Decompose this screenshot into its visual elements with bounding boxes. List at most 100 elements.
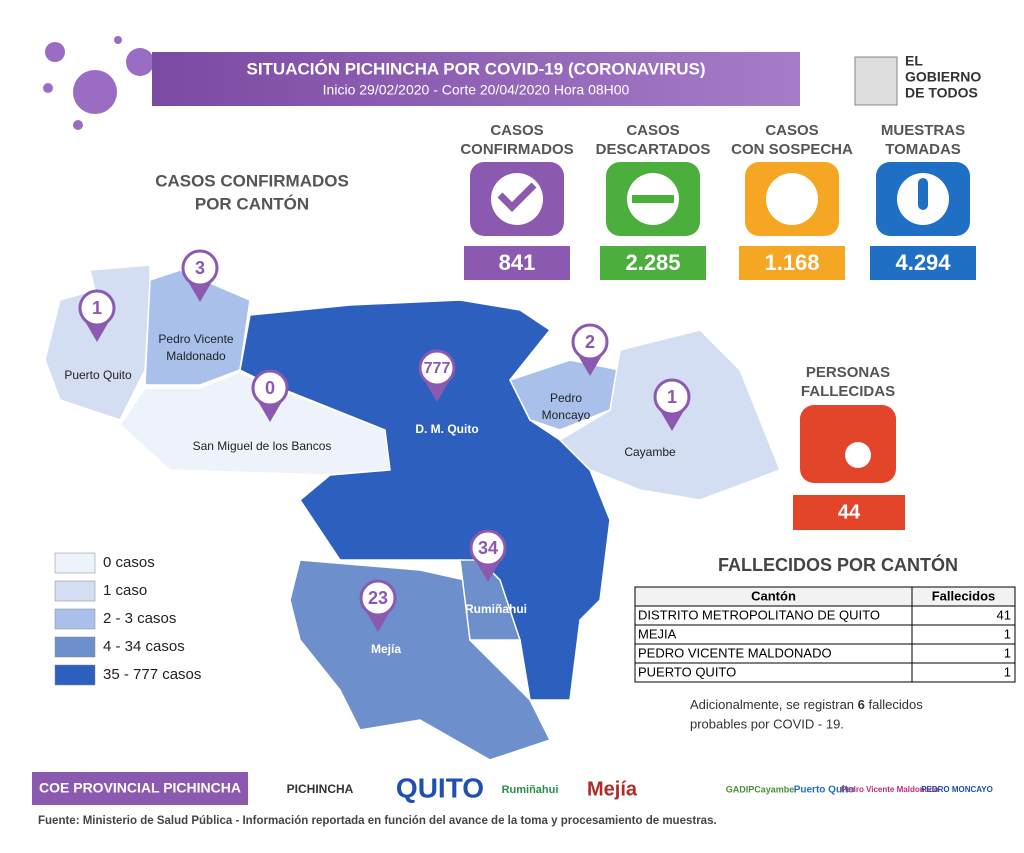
stat-value: 1.168 (764, 250, 819, 275)
table-cell: PEDRO VICENTE MALDONADO (638, 645, 832, 660)
legend-swatch (54, 664, 96, 686)
header-band (152, 52, 800, 106)
pin-count: 23 (368, 588, 388, 608)
legend-label: 0 casos (103, 554, 155, 571)
pin-count: 3 (195, 258, 205, 278)
table-row (634, 662, 1016, 683)
partner-logo: PEDRO MONCAYO (921, 785, 993, 794)
partner-logo: Mejía (587, 778, 638, 800)
source: Fuente: Ministerio de Salud Pública - In… (38, 815, 717, 827)
region-smb (119, 371, 391, 476)
coe-label: COE PROVINCIAL PICHINCHA (39, 780, 241, 796)
canton-name: Cayambe (624, 445, 676, 459)
coe-band (32, 772, 248, 805)
deaths-icon-box (800, 405, 896, 483)
pin (418, 349, 456, 387)
stat-value-box (870, 246, 976, 280)
table-cell: 1 (1004, 645, 1011, 660)
legend-swatch (54, 608, 96, 630)
partner-logo: Pedro Vicente Maldonado (841, 785, 939, 794)
region-quito (239, 299, 611, 701)
table-header-cell: Cantón (751, 588, 796, 603)
coat-of-arms (854, 56, 898, 106)
check-icon (497, 182, 537, 212)
stat-label: CONFIRMADOS (460, 141, 573, 158)
stat-label: CASOS (626, 122, 679, 139)
note: probables por COVID - 19. (690, 716, 844, 731)
deaths-label: PERSONAS (806, 364, 890, 381)
canton-name: Mejía (371, 642, 401, 656)
stat-value: 841 (499, 250, 536, 275)
table-header-cell: Fallecidos (932, 588, 996, 603)
table-cell: MEJIA (638, 626, 677, 641)
canton-name: Rumiñahui (465, 602, 527, 616)
title: SITUACIÓN PICHINCHA POR COVID-19 (CORONA… (246, 59, 705, 78)
stat-value: 4.294 (895, 250, 951, 275)
pin (653, 378, 691, 416)
stat-icon (766, 173, 818, 225)
legend-swatch (54, 552, 96, 574)
map (44, 264, 781, 761)
table-row (634, 624, 1016, 645)
legend-swatch (54, 580, 96, 602)
partner-logo: Puerto Quito (794, 785, 855, 796)
legend-swatch (54, 636, 96, 658)
map-title: CASOS CONFIRMADOS (155, 171, 349, 190)
stat-value-box (464, 246, 570, 280)
partner-logo: GADIPCayambe (726, 784, 795, 794)
pin (78, 289, 116, 327)
partner-logo: PICHINCHA (287, 782, 354, 796)
canton-name: D. M. Quito (415, 422, 478, 436)
pin (359, 579, 397, 617)
legend-label: 1 caso (103, 582, 147, 599)
logo-text: EL (905, 53, 923, 69)
subtitle: Inicio 29/02/2020 - Corte 20/04/2020 Hor… (323, 82, 630, 98)
stat-label: CASOS (765, 122, 818, 139)
canton-name: San Miguel de los Bancos (193, 439, 332, 453)
deaths-value-box (793, 495, 905, 530)
note-part: 6 (858, 697, 865, 712)
table-cell: 1 (1004, 664, 1011, 679)
thermo-icon (918, 178, 928, 210)
stat-label: CON SOSPECHA (731, 141, 853, 158)
stat-label: MUESTRAS (881, 122, 965, 139)
legend-label: 2 - 3 casos (103, 610, 176, 627)
stat-label: TOMADAS (885, 141, 961, 158)
partner-logo: QUITO (396, 772, 484, 803)
pin-count: 34 (478, 538, 498, 558)
stat-value-box (739, 246, 845, 280)
pin-count: 0 (265, 378, 275, 398)
partner-logo: Rumiñahui (502, 784, 559, 796)
pin-count: 1 (667, 387, 677, 407)
deaths-icon (845, 442, 871, 468)
canton-name: Moncayo (542, 408, 591, 422)
stat-label: DESCARTADOS (596, 141, 711, 158)
pin-count: 1 (92, 298, 102, 318)
table-cell: 41 (997, 607, 1011, 622)
pin (181, 249, 219, 287)
deaths-value: 44 (838, 501, 861, 523)
pin (571, 323, 609, 361)
canton-name: Pedro (550, 391, 582, 405)
note-part: Adicionalmente, se registran (690, 697, 858, 712)
canton-name: Pedro Vicente (158, 332, 233, 346)
pin (251, 369, 289, 407)
stat-value-box (600, 246, 706, 280)
pin-count: 777 (424, 360, 451, 377)
table-cell: PUERTO QUITO (638, 664, 736, 679)
legend-label: 35 - 777 casos (103, 666, 201, 683)
canton-name: Puerto Quito (64, 368, 132, 382)
table-cell: 1 (1004, 626, 1011, 641)
logo-text: GOBIERNO (905, 69, 981, 85)
pin-count: 2 (585, 332, 595, 352)
legend-label: 4 - 34 casos (103, 638, 185, 655)
note-part: fallecidos (865, 697, 923, 712)
logo-text: DE TODOS (905, 85, 978, 101)
table-title: FALLECIDOS POR CANTÓN (718, 554, 958, 575)
deaths-label: FALLECIDAS (801, 383, 895, 400)
pin (469, 529, 507, 567)
stat-value: 2.285 (625, 250, 680, 275)
stat-label: CASOS (490, 122, 543, 139)
minus-icon (632, 195, 674, 203)
